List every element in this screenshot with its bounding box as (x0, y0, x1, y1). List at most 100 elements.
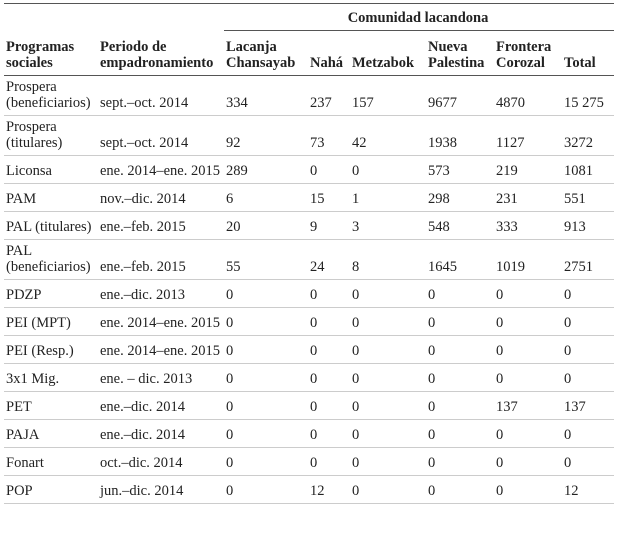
count-cell: 15 275 (562, 75, 615, 116)
period-cell: nov.–dic. 2014 (98, 183, 224, 212)
table-row: POP jun.–dic. 2014 0 12 0 0 0 12 (4, 475, 615, 504)
count-cell: 0 (426, 307, 494, 336)
count-cell: 24 (308, 239, 350, 280)
count-cell: 0 (224, 419, 308, 448)
period-cell: ene.–dic. 2013 (98, 279, 224, 308)
count-cell: 15 (308, 183, 350, 212)
count-cell: 1938 (426, 115, 494, 156)
count-cell: 0 (224, 279, 308, 308)
table-row: PDZP ene.–dic. 2013 0 0 0 0 0 0 (4, 279, 615, 308)
count-cell: 92 (224, 115, 308, 156)
period-cell: jun.–dic. 2014 (98, 475, 224, 504)
period-cell: ene.–feb. 2015 (98, 211, 224, 240)
program-cell: PAL (titulares) (4, 211, 98, 240)
count-cell: 20 (224, 211, 308, 240)
data-table: Comunidad lacandona Programas sociales Pe… (4, 3, 615, 504)
count-cell: 0 (562, 335, 615, 364)
count-cell: 0 (426, 475, 494, 504)
column-header: Nahá (308, 30, 350, 76)
count-cell: 0 (494, 419, 562, 448)
count-cell: 231 (494, 183, 562, 212)
count-cell: 0 (426, 279, 494, 308)
column-header: Total (562, 30, 615, 76)
count-cell: 8 (350, 239, 426, 280)
group-row: Comunidad lacandona (4, 3, 615, 31)
count-cell: 0 (224, 391, 308, 420)
count-cell: 0 (494, 307, 562, 336)
header-row: Programas sociales Periodo de empadronami… (4, 30, 615, 76)
count-cell: 73 (308, 115, 350, 156)
count-cell: 0 (308, 307, 350, 336)
count-cell: 9677 (426, 75, 494, 116)
period-cell: ene. 2014–ene. 2015 (98, 155, 224, 184)
table-row: 3x1 Mig. ene. – dic. 2013 0 0 0 0 0 0 (4, 363, 615, 392)
table-row: PAJA ene.–dic. 2014 0 0 0 0 0 0 (4, 419, 615, 448)
count-cell: 0 (426, 335, 494, 364)
program-cell: PAL (beneficiarios) (4, 239, 98, 280)
count-cell: 0 (308, 155, 350, 184)
column-header: Programas sociales (4, 30, 98, 76)
count-cell: 0 (308, 419, 350, 448)
count-cell: 289 (224, 155, 308, 184)
program-cell: Liconsa (4, 155, 98, 184)
count-cell: 1 (350, 183, 426, 212)
count-cell: 333 (494, 211, 562, 240)
count-cell: 0 (562, 279, 615, 308)
count-cell: 0 (350, 335, 426, 364)
count-cell: 0 (224, 307, 308, 336)
count-cell: 0 (350, 419, 426, 448)
count-cell: 12 (562, 475, 615, 504)
count-cell: 237 (308, 75, 350, 116)
period-cell: sept.–oct. 2014 (98, 75, 224, 116)
group-header: Comunidad lacandona (224, 3, 615, 31)
count-cell: 0 (426, 391, 494, 420)
count-cell: 6 (224, 183, 308, 212)
column-header: Lacanja Chansayab (224, 30, 308, 76)
count-cell: 0 (426, 363, 494, 392)
program-cell: PDZP (4, 279, 98, 308)
period-cell: ene.–dic. 2014 (98, 419, 224, 448)
count-cell: 0 (494, 363, 562, 392)
table-row: PAL (beneficiarios) ene.–feb. 2015 55 24 8 16… (4, 239, 615, 280)
program-cell: Fonart (4, 447, 98, 476)
period-cell: ene.–dic. 2014 (98, 391, 224, 420)
count-cell: 0 (350, 279, 426, 308)
count-cell: 0 (350, 155, 426, 184)
count-cell: 573 (426, 155, 494, 184)
program-cell: Prospera (titulares) (4, 115, 98, 156)
program-cell: 3x1 Mig. (4, 363, 98, 392)
count-cell: 0 (350, 307, 426, 336)
count-cell: 0 (308, 335, 350, 364)
column-header: Metzabok (350, 30, 426, 76)
count-cell: 0 (426, 419, 494, 448)
program-cell: PAM (4, 183, 98, 212)
count-cell: 0 (308, 447, 350, 476)
table-row: PEI (Resp.) ene. 2014–ene. 2015 0 0 0 0 0 0 (4, 335, 615, 364)
table-row: PAL (titulares) ene.–feb. 2015 20 9 3 548 333 9… (4, 211, 615, 240)
count-cell: 0 (494, 475, 562, 504)
period-cell: ene.–feb. 2015 (98, 239, 224, 280)
count-cell: 1645 (426, 239, 494, 280)
table-row: PET ene.–dic. 2014 0 0 0 0 137 137 (4, 391, 615, 420)
program-cell: PEI (MPT) (4, 307, 98, 336)
count-cell: 0 (308, 363, 350, 392)
count-cell: 0 (308, 279, 350, 308)
count-cell: 0 (308, 391, 350, 420)
table-row: Prospera (beneficiarios) sept.–oct. 2014 3… (4, 75, 615, 116)
period-cell: ene. – dic. 2013 (98, 363, 224, 392)
count-cell: 42 (350, 115, 426, 156)
period-cell: sept.–oct. 2014 (98, 115, 224, 156)
program-cell: PAJA (4, 419, 98, 448)
count-cell: 137 (494, 391, 562, 420)
count-cell: 0 (494, 279, 562, 308)
count-cell: 55 (224, 239, 308, 280)
table-row: Liconsa ene. 2014–ene. 2015 289 0 0 573 219 108… (4, 155, 615, 184)
count-cell: 0 (562, 447, 615, 476)
period-cell: ene. 2014–ene. 2015 (98, 335, 224, 364)
program-cell: Prospera (beneficiarios) (4, 75, 98, 116)
count-cell: 913 (562, 211, 615, 240)
count-cell: 219 (494, 155, 562, 184)
program-cell: PEI (Resp.) (4, 335, 98, 364)
count-cell: 0 (562, 363, 615, 392)
